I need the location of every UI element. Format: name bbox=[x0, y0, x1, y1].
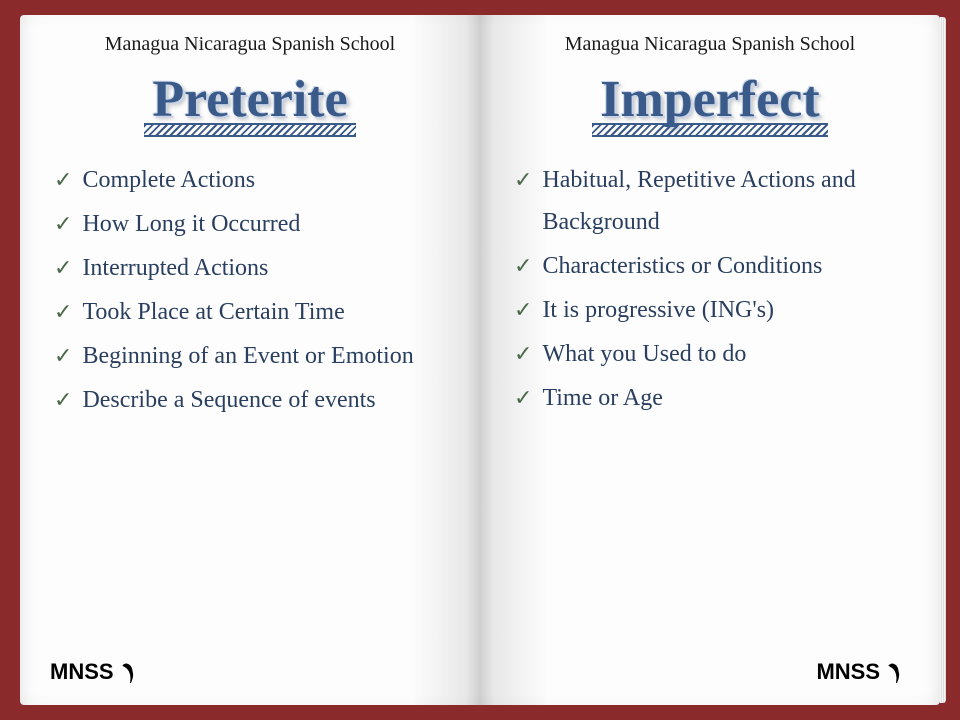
item-text: Habitual, Repetitive Actions and Backgro… bbox=[542, 159, 910, 243]
check-icon: ✓ bbox=[514, 333, 532, 375]
list-item: ✓Took Place at Certain Time bbox=[54, 291, 450, 333]
check-icon: ✓ bbox=[54, 291, 72, 333]
school-header-left: Managua Nicaragua Spanish School bbox=[50, 33, 450, 56]
item-text: How Long it Occurred bbox=[82, 203, 450, 245]
footer-left: MNSS bbox=[50, 659, 144, 685]
list-item: ✓Habitual, Repetitive Actions and Backgr… bbox=[514, 159, 910, 243]
item-text: Characteristics or Conditions bbox=[542, 245, 910, 287]
right-item-list: ✓Habitual, Repetitive Actions and Backgr… bbox=[510, 153, 910, 659]
item-text: It is progressive (ING's) bbox=[542, 289, 910, 331]
list-item: ✓Interrupted Actions bbox=[54, 247, 450, 289]
check-icon: ✓ bbox=[514, 377, 532, 419]
item-text: Beginning of an Event or Emotion bbox=[82, 335, 450, 377]
footer-label: MNSS bbox=[50, 659, 114, 685]
list-item: ✓Beginning of an Event or Emotion bbox=[54, 335, 450, 377]
item-text: Describe a Sequence of events bbox=[82, 379, 450, 421]
check-icon: ✓ bbox=[54, 379, 72, 421]
left-page: Managua Nicaragua Spanish School Preteri… bbox=[20, 15, 480, 705]
list-item: ✓Complete Actions bbox=[54, 159, 450, 201]
list-item: ✓Time or Age bbox=[514, 377, 910, 419]
footer-right: MNSS bbox=[816, 659, 910, 685]
list-item: ✓What you Used to do bbox=[514, 333, 910, 375]
right-page: Managua Nicaragua Spanish School Imperfe… bbox=[480, 15, 940, 705]
bird-icon bbox=[118, 659, 144, 685]
item-text: Complete Actions bbox=[82, 159, 450, 201]
list-item: ✓It is progressive (ING's) bbox=[514, 289, 910, 331]
item-text: What you Used to do bbox=[542, 333, 910, 375]
check-icon: ✓ bbox=[514, 289, 532, 331]
list-item: ✓How Long it Occurred bbox=[54, 203, 450, 245]
list-item: ✓Describe a Sequence of events bbox=[54, 379, 450, 421]
footer-label: MNSS bbox=[816, 659, 880, 685]
left-item-list: ✓Complete Actions ✓How Long it Occurred … bbox=[50, 153, 450, 659]
left-page-title: Preterite bbox=[144, 70, 355, 135]
check-icon: ✓ bbox=[54, 247, 72, 289]
right-page-title: Imperfect bbox=[592, 70, 827, 135]
item-text: Time or Age bbox=[542, 377, 910, 419]
check-icon: ✓ bbox=[54, 159, 72, 201]
item-text: Took Place at Certain Time bbox=[82, 291, 450, 333]
check-icon: ✓ bbox=[514, 159, 532, 201]
list-item: ✓Characteristics or Conditions bbox=[514, 245, 910, 287]
book: Managua Nicaragua Spanish School Preteri… bbox=[20, 15, 940, 705]
check-icon: ✓ bbox=[54, 335, 72, 377]
school-header-right: Managua Nicaragua Spanish School bbox=[510, 33, 910, 56]
bird-icon bbox=[884, 659, 910, 685]
check-icon: ✓ bbox=[54, 203, 72, 245]
check-icon: ✓ bbox=[514, 245, 532, 287]
item-text: Interrupted Actions bbox=[82, 247, 450, 289]
